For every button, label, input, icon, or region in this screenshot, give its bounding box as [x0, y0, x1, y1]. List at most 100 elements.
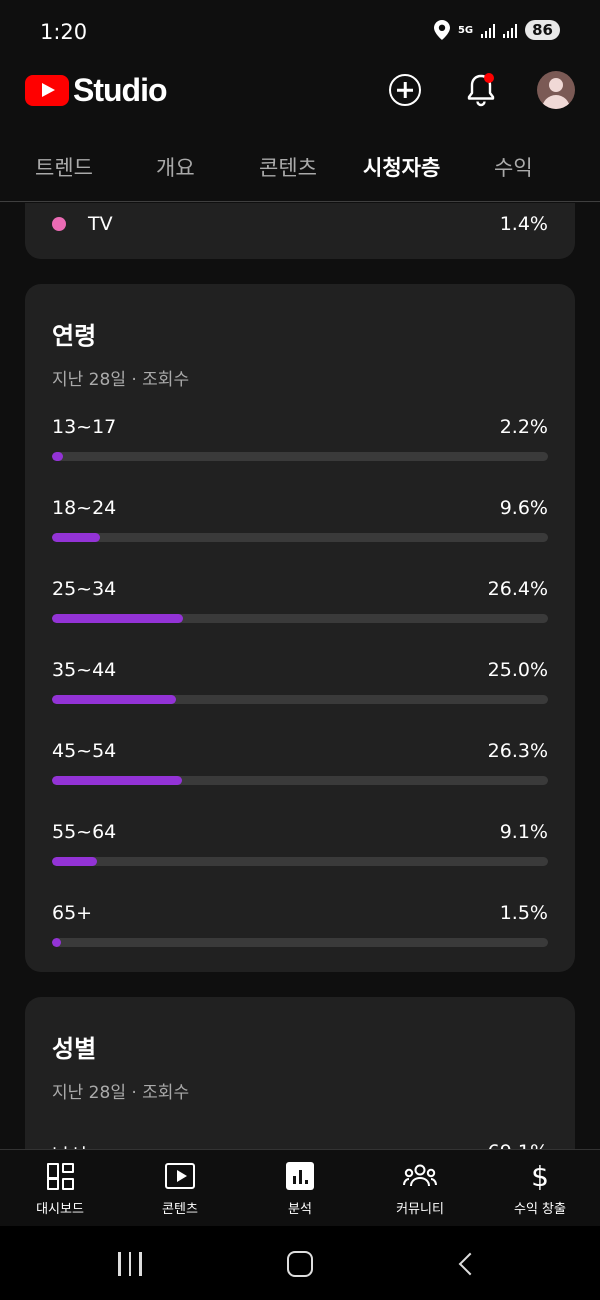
- progress-track: [52, 614, 548, 623]
- row-label: 13~17: [52, 416, 117, 438]
- row-labels: 35~44 25.0%: [52, 659, 548, 681]
- community-icon: [403, 1164, 437, 1187]
- row-label: 18~24: [52, 497, 117, 519]
- tab-overview[interactable]: 개요: [156, 156, 195, 180]
- row-labels: 18~24 9.6%: [52, 497, 548, 519]
- dollar-icon: $: [531, 1159, 549, 1193]
- device-type-card: TV 1.4%: [25, 203, 575, 259]
- signal-icon: [481, 22, 496, 38]
- row-label: 35~44: [52, 659, 117, 681]
- bell-icon: [467, 73, 495, 107]
- signal-icon-2: [503, 22, 518, 38]
- gender-title: 성별: [52, 1035, 97, 1063]
- nav-analytics[interactable]: 분석: [245, 1160, 355, 1217]
- row-value: 69.1%: [488, 1141, 548, 1149]
- device-value: 1.4%: [499, 213, 548, 235]
- nav-dashboard[interactable]: 대시보드: [5, 1160, 115, 1217]
- tab-content[interactable]: 콘텐츠: [259, 156, 317, 180]
- progress-track: [52, 776, 548, 785]
- row-label: 25~34: [52, 578, 117, 600]
- nav-content[interactable]: 콘텐츠: [125, 1160, 235, 1217]
- studio-logo[interactable]: Studio: [25, 72, 168, 109]
- progress-fill: [52, 614, 183, 623]
- dashboard-icon: [46, 1162, 74, 1190]
- back-button[interactable]: [448, 1244, 484, 1284]
- row-value: 26.4%: [487, 578, 548, 600]
- progress-track: [52, 452, 548, 461]
- content-icon: [165, 1163, 195, 1189]
- row-value: 25.0%: [487, 659, 548, 681]
- progress-fill: [52, 776, 183, 785]
- progress-track: [52, 533, 548, 542]
- nav-community[interactable]: 커뮤니티: [365, 1160, 475, 1217]
- status-icons: 5G 86: [433, 20, 560, 40]
- device-label: TV: [88, 213, 113, 235]
- row-label: 65+: [52, 902, 93, 924]
- progress-fill: [52, 938, 61, 947]
- tab-audience[interactable]: 시청자층: [363, 152, 441, 207]
- gender-subtitle: 지난 28일 · 조회수: [52, 1083, 190, 1103]
- progress-fill: [52, 533, 100, 542]
- status-time: 1:20: [40, 20, 88, 44]
- age-row: 35~44 25.0%: [52, 659, 548, 740]
- gender-row: 남성 69.1%: [52, 1141, 548, 1149]
- legend-dot: [52, 217, 66, 231]
- content-scroll[interactable]: TV 1.4% 연령 지난 28일 · 조회수 13~17 2.2% 18~24 9.…: [0, 203, 600, 1149]
- gender-rows: 남성 69.1%: [52, 1141, 548, 1149]
- bottom-nav: 대시보드 콘텐츠 분석 커뮤니티 $ 수익 창출: [0, 1149, 600, 1226]
- age-row: 25~34 26.4%: [52, 578, 548, 659]
- location-icon: [433, 20, 450, 40]
- notifications-button[interactable]: [461, 70, 501, 110]
- youtube-logo-icon: [25, 75, 69, 106]
- row-label: 45~54: [52, 740, 117, 762]
- plus-icon: [389, 74, 421, 106]
- nav-label: 커뮤니티: [396, 1202, 444, 1217]
- status-bar: 1:20 5G 86: [0, 0, 600, 62]
- row-label: 남성: [52, 1141, 87, 1149]
- row-value: 2.2%: [499, 416, 548, 438]
- tab-trends[interactable]: 트렌드: [35, 156, 93, 180]
- row-value: 1.5%: [499, 902, 548, 924]
- row-value: 9.6%: [499, 497, 548, 519]
- analytics-icon: [286, 1162, 314, 1190]
- battery-level: 86: [525, 20, 560, 40]
- progress-track: [52, 938, 548, 947]
- progress-track: [52, 695, 548, 704]
- age-title: 연령: [52, 322, 97, 350]
- progress-fill: [52, 695, 176, 704]
- nav-label: 콘텐츠: [162, 1202, 198, 1217]
- recent-apps-button[interactable]: [112, 1244, 148, 1284]
- system-nav-bar: [0, 1226, 600, 1300]
- account-avatar-button[interactable]: [536, 70, 576, 110]
- tab-revenue[interactable]: 수익: [494, 156, 533, 180]
- age-row: 18~24 9.6%: [52, 497, 548, 578]
- age-row: 65+ 1.5%: [52, 902, 548, 983]
- age-row: 45~54 26.3%: [52, 740, 548, 821]
- app-bar: Studio: [0, 62, 600, 122]
- logo-text: Studio: [73, 72, 168, 108]
- home-button[interactable]: [282, 1244, 318, 1284]
- age-row: 13~17 2.2%: [52, 416, 548, 497]
- age-rows: 13~17 2.2% 18~24 9.6% 25~34 26.4% 35~44 25.0% 45…: [52, 416, 548, 983]
- progress-fill: [52, 452, 63, 461]
- row-label: 55~64: [52, 821, 117, 843]
- nav-label: 분석: [288, 1202, 312, 1217]
- nav-label: 수익 창출: [514, 1202, 566, 1217]
- age-subtitle: 지난 28일 · 조회수: [52, 370, 190, 390]
- progress-track: [52, 857, 548, 866]
- row-labels: 45~54 26.3%: [52, 740, 548, 762]
- row-labels: 13~17 2.2%: [52, 416, 548, 438]
- progress-fill: [52, 857, 98, 866]
- row-value: 26.3%: [487, 740, 548, 762]
- row-labels: 55~64 9.1%: [52, 821, 548, 843]
- row-labels: 남성 69.1%: [52, 1141, 548, 1149]
- avatar: [537, 71, 575, 109]
- create-button[interactable]: [385, 70, 425, 110]
- recent-apps-icon: [118, 1252, 142, 1276]
- analytics-tabs: 트렌드 개요 콘텐츠 시청자층 수익: [0, 122, 600, 207]
- age-row: 55~64 9.1%: [52, 821, 548, 902]
- home-icon: [287, 1251, 313, 1277]
- nav-earn[interactable]: $ 수익 창출: [485, 1159, 595, 1218]
- nav-label: 대시보드: [36, 1202, 84, 1217]
- gender-card: 성별 지난 28일 · 조회수 남성 69.1%: [25, 997, 575, 1149]
